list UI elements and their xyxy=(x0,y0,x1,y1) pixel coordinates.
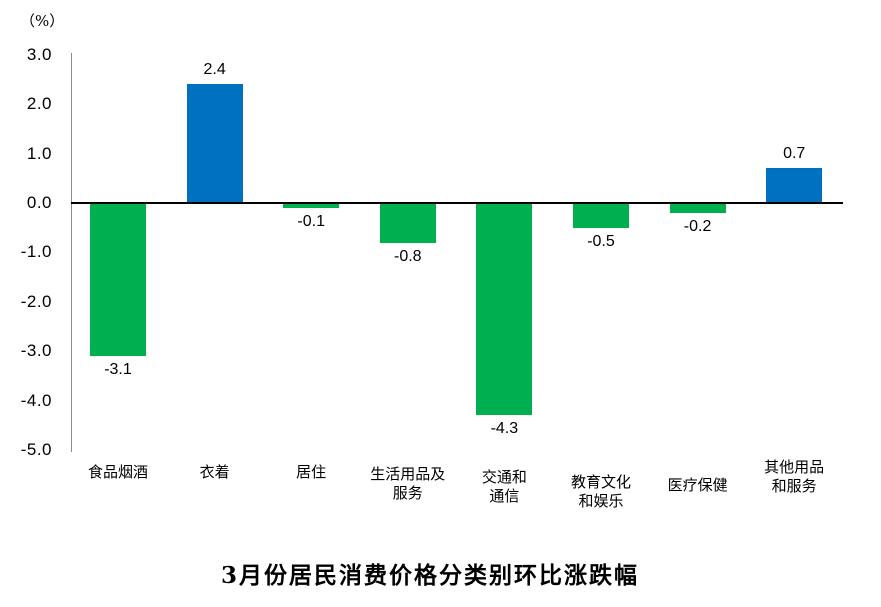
y-axis-unit-label: （%） xyxy=(20,12,65,30)
y-tick-label: 2.0 xyxy=(26,94,52,114)
x-tick-label-line: 衣着 xyxy=(199,463,230,481)
y-axis-line xyxy=(71,53,72,452)
zero-baseline xyxy=(71,202,843,204)
x-tick-label-line: 交通和 xyxy=(481,468,527,486)
x-tick-label-line: 和娱乐 xyxy=(578,492,624,510)
bar-value-label: -0.5 xyxy=(587,232,615,250)
bar-7 xyxy=(669,203,726,213)
x-tick-label: 生活用品及 服务 xyxy=(352,465,464,503)
y-tick-label: 1.0 xyxy=(26,143,52,163)
x-tick-label-line: 服务 xyxy=(392,484,423,502)
bar-4 xyxy=(379,203,436,243)
x-tick-label: 食品烟酒 xyxy=(62,463,174,482)
x-tick-label: 衣着 xyxy=(159,463,271,482)
y-tick-label: -5.0 xyxy=(20,440,52,459)
y-tick-label: -1.0 xyxy=(20,242,52,262)
x-tick-label-line: 医疗保健 xyxy=(667,476,728,494)
x-tick-label-line: 教育文化 xyxy=(570,473,631,491)
bar-value-label: 2.4 xyxy=(203,61,226,79)
bar-value-label: 0.7 xyxy=(783,145,806,163)
bar-8 xyxy=(766,168,823,203)
bar-6 xyxy=(573,203,629,228)
x-tick-label-line: 生活用品及 xyxy=(370,465,446,483)
bar-value-label: -4.3 xyxy=(490,420,519,438)
x-tick-label-line: 食品烟酒 xyxy=(87,463,148,481)
x-tick-label: 医疗保健 xyxy=(642,476,754,495)
x-tick-label-line: 其他用品 xyxy=(764,458,825,476)
y-tick-label: -2.0 xyxy=(20,291,52,311)
y-tick-label: 0.0 xyxy=(26,193,52,212)
bar-value-label: -0.8 xyxy=(394,247,422,265)
y-tick-label: -3.0 xyxy=(20,341,52,361)
x-tick-label: 教育文化 和娱乐 xyxy=(545,473,657,511)
bar-3 xyxy=(283,203,340,208)
bar-value-label: -3.1 xyxy=(104,361,132,379)
bar-value-label: -0.1 xyxy=(297,212,325,230)
bar-1 xyxy=(90,203,146,357)
y-tick-label: 3.0 xyxy=(26,44,52,64)
x-tick-label: 居住 xyxy=(255,463,367,482)
x-tick-label-line: 通信 xyxy=(489,487,520,505)
bar-2 xyxy=(186,84,243,203)
x-tick-label-line: 居住 xyxy=(296,463,327,481)
x-tick-label: 其他用品 和服务 xyxy=(738,458,850,496)
x-tick-label: 交通和 通信 xyxy=(448,468,560,506)
bar-value-label: -0.2 xyxy=(683,217,712,235)
chart-title: 3月份居民消费价格分类别环比涨跌幅 xyxy=(220,562,639,589)
bar-5 xyxy=(476,203,533,416)
y-tick-label: -4.0 xyxy=(20,390,52,410)
x-tick-label-line: 和服务 xyxy=(771,477,817,495)
